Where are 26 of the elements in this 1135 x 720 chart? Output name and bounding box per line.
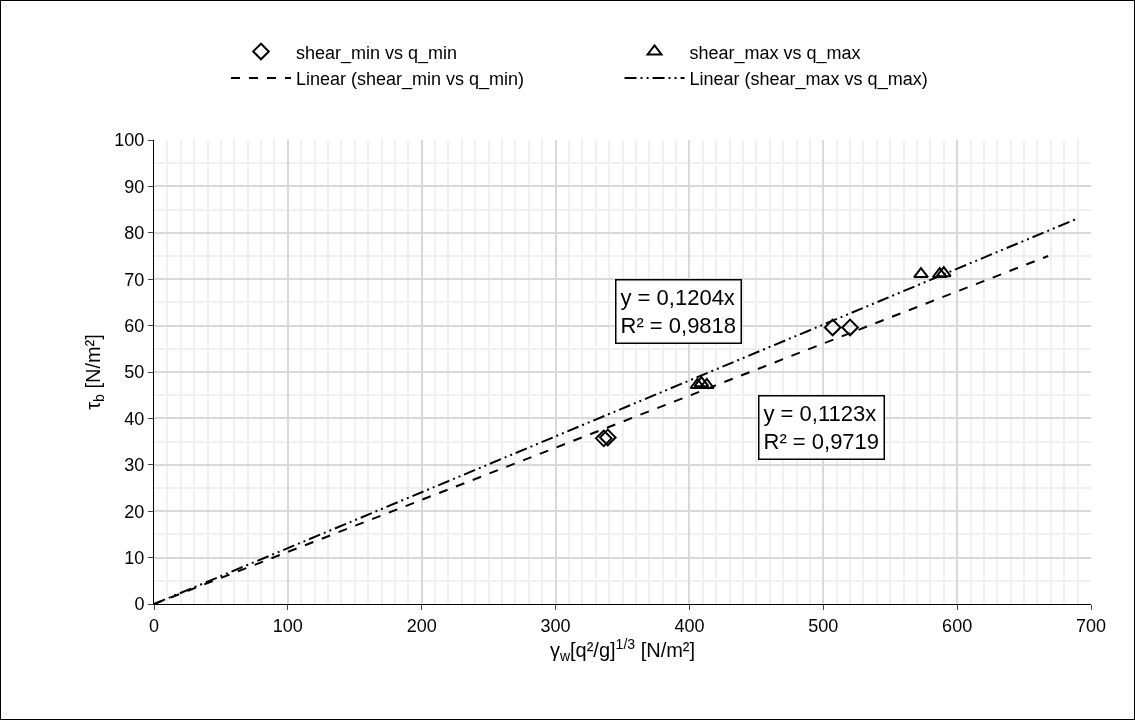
- y-tick-label: 0: [134, 594, 145, 615]
- x-tick-label: 400: [674, 615, 705, 636]
- y-tick-label: 100: [114, 130, 145, 151]
- x-tick-label: 0: [148, 615, 160, 636]
- y-tick-label: 20: [124, 501, 145, 522]
- x-tick-label: 100: [272, 615, 303, 636]
- legend-label: Linear (shear_min vs q_min): [296, 68, 525, 90]
- legend-label: shear_max vs q_max: [689, 42, 861, 64]
- y-tick-label: 60: [124, 315, 145, 336]
- x-tick-label: 200: [406, 615, 437, 636]
- y-tick-label: 80: [124, 223, 145, 244]
- y-tick-label: 50: [124, 362, 145, 383]
- y-tick-label: 90: [124, 176, 145, 197]
- x-tick-label: 300: [540, 615, 571, 636]
- x-tick-label: 500: [808, 615, 839, 636]
- y-tick-label: 30: [124, 455, 145, 476]
- y-tick-label: 40: [124, 408, 145, 429]
- annotation: y = 0,1123x R² = 0,9719: [763, 400, 880, 455]
- x-tick-label: 700: [1075, 615, 1107, 636]
- legend-label: Linear (shear_max vs q_max): [689, 68, 928, 90]
- legend-label: shear_min vs q_min: [296, 42, 458, 64]
- annotation: y = 0,1204x R² = 0,9818: [620, 284, 737, 339]
- y-tick-label: 10: [124, 547, 145, 568]
- x-axis-title: γ$_{w}$[q²/g]$^{1/3}$ [N/m²]: [549, 635, 696, 665]
- y-tick-label: 70: [124, 269, 145, 290]
- x-tick-label: 600: [942, 615, 973, 636]
